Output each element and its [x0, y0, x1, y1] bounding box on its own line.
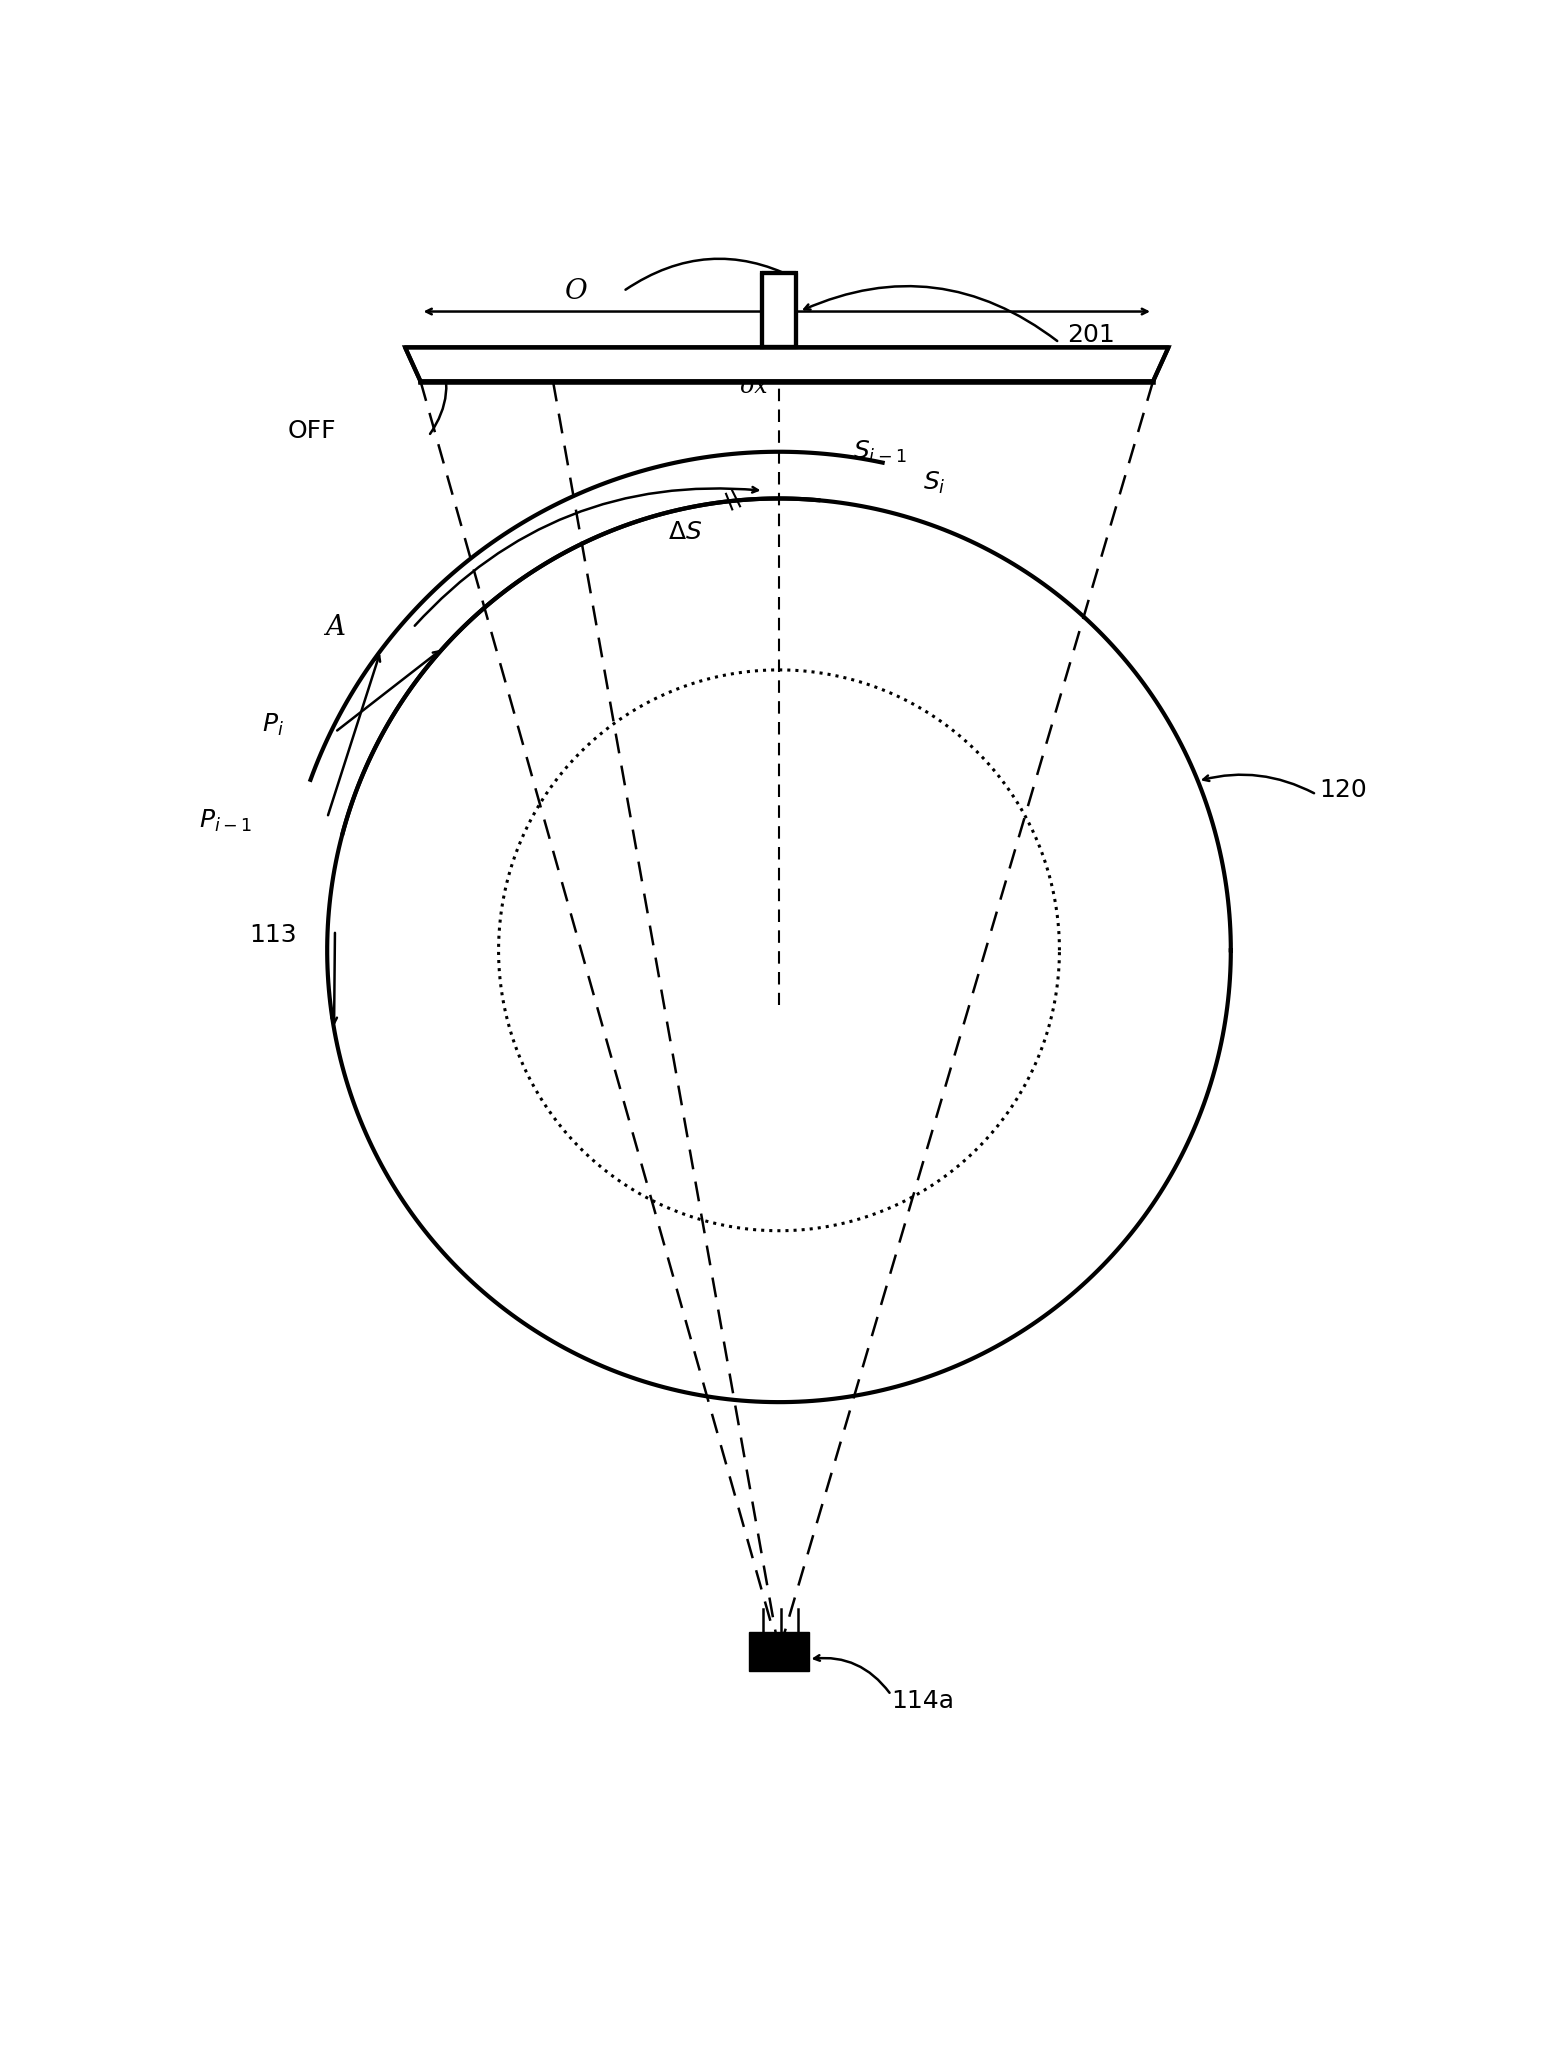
- Text: $S_i$: $S_i$: [924, 470, 946, 495]
- Text: O: O: [566, 278, 587, 305]
- Text: $P_{i-1}$: $P_{i-1}$: [199, 808, 252, 835]
- Polygon shape: [762, 274, 796, 348]
- Text: 201: 201: [1067, 323, 1114, 346]
- Text: $\Delta S$: $\Delta S$: [668, 522, 703, 545]
- Text: A: A: [326, 613, 344, 642]
- FancyBboxPatch shape: [749, 1633, 809, 1670]
- Text: ox: ox: [740, 375, 768, 398]
- Text: $P_i$: $P_i$: [262, 711, 284, 738]
- Text: OFF: OFF: [287, 419, 337, 443]
- Text: 113: 113: [249, 922, 296, 947]
- Polygon shape: [405, 348, 1168, 381]
- Text: $S_{i-1}$: $S_{i-1}$: [854, 439, 907, 464]
- Text: 120: 120: [1320, 777, 1366, 802]
- Text: 114a: 114a: [891, 1689, 953, 1714]
